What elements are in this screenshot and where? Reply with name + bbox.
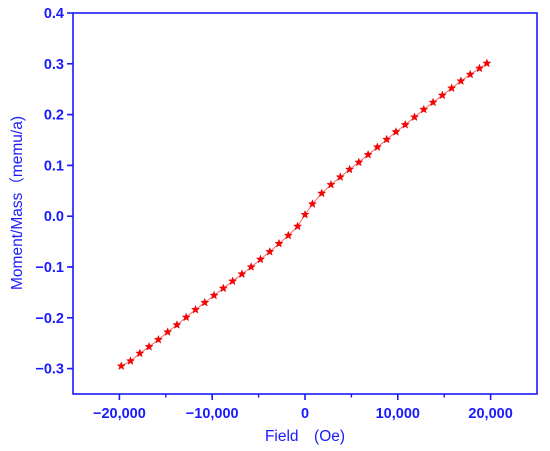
data-point (163, 327, 173, 336)
y-axis-ticks (67, 12, 73, 370)
y-tick-label: −0.1 (35, 260, 64, 276)
plot-frame (72, 12, 538, 395)
data-point (447, 83, 457, 93)
data-point (354, 157, 364, 167)
data-point (172, 320, 182, 329)
data-point (465, 69, 475, 79)
data-point (317, 188, 327, 198)
data-point (181, 312, 191, 322)
data-point (335, 172, 345, 181)
data-point (419, 104, 429, 114)
data-point (274, 238, 284, 248)
x-tick-label: 20,000 (468, 406, 512, 422)
x-axis-tick-labels: −20,000 −10,000 0 10,000 20,000 (93, 406, 513, 422)
data-point (265, 247, 275, 256)
y-axis-title: Moment/Mass（memu/a) (9, 116, 26, 290)
x-tick-label: −20,000 (93, 406, 146, 422)
data-point (307, 199, 317, 208)
y-tick-label: 0.1 (44, 158, 64, 174)
y-tick-label: 0.0 (44, 209, 64, 225)
data-point (209, 290, 219, 300)
data-point (474, 63, 484, 73)
x-tick-label: 0 (301, 406, 309, 422)
data-point (126, 356, 136, 365)
data-point (237, 269, 247, 278)
data-point (144, 342, 154, 351)
series-points (116, 58, 492, 370)
data-point (482, 58, 492, 68)
data-point (382, 134, 392, 144)
data-point (326, 179, 336, 189)
x-axis-title: Field (Oe) (265, 428, 345, 445)
y-tick-label: 0.2 (44, 108, 64, 124)
x-tick-label: −10,000 (186, 406, 239, 422)
data-point (345, 164, 355, 174)
data-point (190, 304, 201, 314)
data-point (400, 120, 410, 129)
y-tick-label: −0.2 (35, 311, 64, 327)
data-point (255, 254, 265, 264)
x-axis-ticks (118, 394, 492, 400)
data-point (228, 276, 238, 286)
data-point (437, 90, 447, 100)
data-point (283, 230, 293, 240)
data-point (246, 262, 256, 271)
y-tick-label: 0.4 (44, 6, 64, 22)
data-point (153, 334, 163, 344)
data-point (116, 361, 126, 370)
data-point (200, 297, 210, 307)
y-tick-label: −0.3 (35, 362, 64, 378)
data-point (428, 97, 438, 107)
data-point (456, 76, 466, 85)
data-point (391, 127, 401, 136)
data-point (218, 283, 228, 293)
data-point (300, 209, 310, 219)
y-tick-label: 0.3 (44, 57, 64, 73)
y-axis-tick-labels: −0.3 −0.2 −0.1 0.0 0.1 0.2 0.3 0.4 (35, 6, 64, 378)
data-point (135, 348, 145, 358)
data-point (372, 142, 382, 151)
data-point (293, 221, 303, 231)
x-tick-label: 10,000 (376, 406, 420, 422)
data-point (363, 149, 373, 159)
data-point (409, 112, 420, 121)
